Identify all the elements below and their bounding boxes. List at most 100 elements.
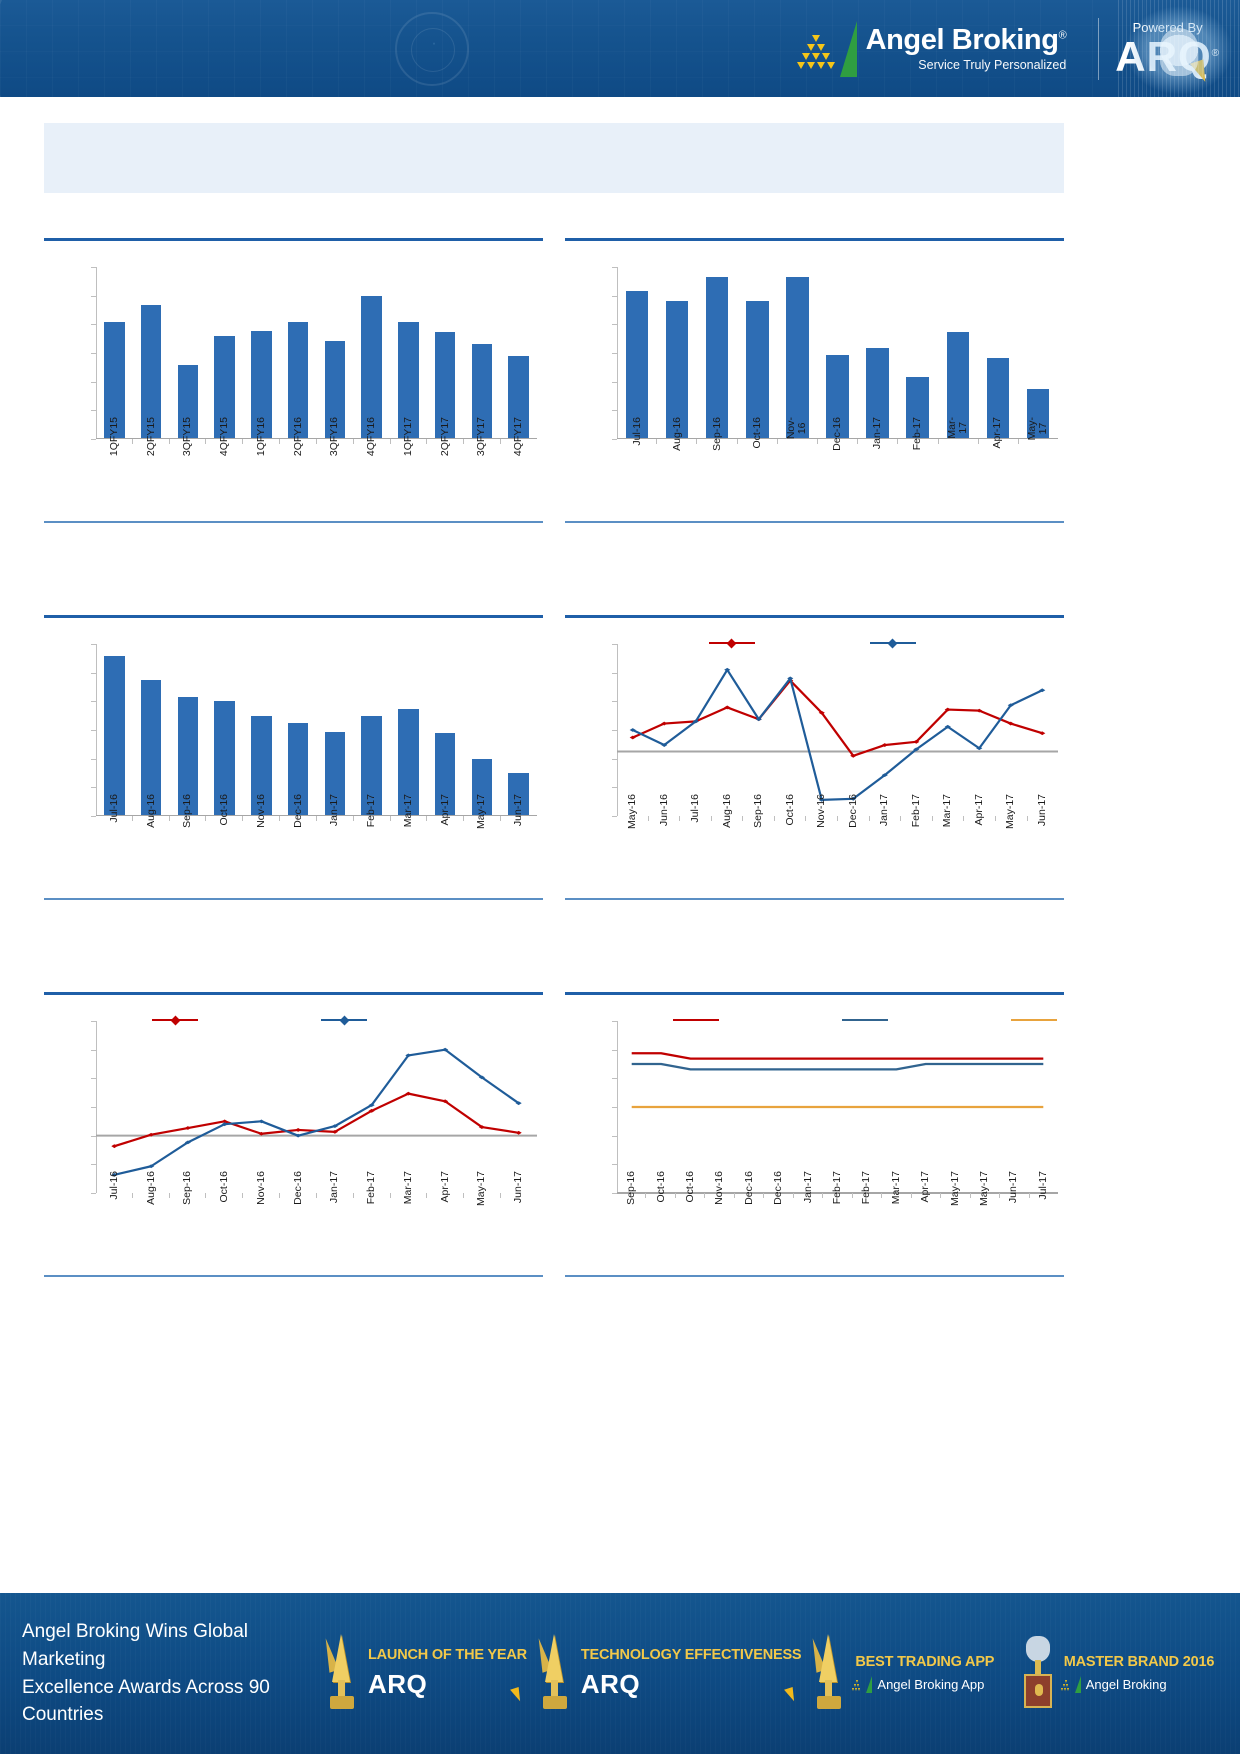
x-axis-label: Dec-16 <box>291 1171 304 1205</box>
bar <box>706 277 729 439</box>
panel-1-y-axis <box>96 267 97 439</box>
x-axis-label: Sep-16 <box>752 794 765 828</box>
bar <box>508 356 529 439</box>
x-axis-label: Apr-17 <box>438 1171 451 1203</box>
y-axis-tick <box>91 816 96 817</box>
x-axis-label: 1QFY15 <box>107 417 120 457</box>
y-axis-tick <box>612 353 617 354</box>
award-subtitle: Angel Broking App <box>852 1676 994 1693</box>
y-axis-tick <box>91 410 96 412</box>
header-circle-motif <box>395 12 469 86</box>
award-badge: LAUNCH OF THE YEAR ARQ <box>318 1632 527 1716</box>
award-arq-wordmark: ARQ <box>368 1669 428 1699</box>
x-axis-label: Jan-17 <box>878 794 891 827</box>
x-axis-label: Dec-16 <box>291 794 304 828</box>
bar-slot <box>317 267 354 439</box>
x-axis-label: Jul-16 <box>107 794 120 823</box>
x-axis-label: May-17 <box>475 794 488 830</box>
bar <box>434 733 456 816</box>
panel-3-bars <box>96 644 537 816</box>
brand-name: Angel Broking <box>865 24 1059 57</box>
arq-swoosh-icon <box>509 1686 523 1704</box>
bar <box>986 358 1010 439</box>
y-axis-tick <box>91 295 96 297</box>
x-axis-label: Jun-17 <box>512 794 525 827</box>
bar <box>398 709 419 816</box>
panel-5-plot-area: Jul-16 Aug-16 Sep-16 Oct-16 Nov-16 Dec-16 Jan-… <box>44 995 543 1233</box>
bar <box>746 301 769 439</box>
x-axis-label: Feb-17 <box>831 1171 844 1205</box>
panel-4: May-16 Jun-16 Jul-16 Aug-16 Sep-16 Oct-16 Nov-… <box>565 615 1064 900</box>
panel-2-top-rule <box>565 238 1064 241</box>
x-axis-label: Aug-16 <box>144 794 157 828</box>
x-axis-label: May-17 <box>475 1171 488 1207</box>
panel-3-x-ticks <box>96 816 537 821</box>
x-axis-label: Dec-16 <box>846 794 859 828</box>
panel-3-plot-area: Jul-16 Aug-16 Sep-16 Oct-16 Nov-16 Dec-16 Jan-… <box>44 618 543 856</box>
bar-slot <box>170 644 207 816</box>
bar <box>508 773 529 816</box>
panel-1-plot-area: 1QFY15 2QFY15 3QFY15 4QFY15 1QFY16 2QFY16 3QFY… <box>44 241 543 479</box>
x-axis-label: 2QFY17 <box>438 417 451 457</box>
bar <box>324 340 346 439</box>
x-axis-label: Sep-16 <box>625 1171 638 1205</box>
bar-slot <box>427 644 464 816</box>
y-axis-tick <box>612 758 617 760</box>
trophy-wing-icon <box>531 1632 575 1716</box>
x-axis-label: Mar-17 <box>941 794 954 828</box>
panel-3-plot <box>91 644 537 821</box>
award-title: LAUNCH OF THE YEAR <box>368 1647 527 1663</box>
y-axis-tick <box>612 730 617 731</box>
bar-slot <box>777 267 817 439</box>
x-axis-label: Mar- 17 <box>945 417 969 439</box>
bar-slot <box>353 644 390 816</box>
panel-6-plot-area: Sep-16 Oct-16 Oct-16 Nov-16 Dec-16 Dec-16 Jan-… <box>565 995 1064 1233</box>
x-axis-label: Apr-17 <box>972 794 985 826</box>
y-axis-tick <box>612 439 617 440</box>
x-axis-label: Mar-17 <box>889 1171 902 1205</box>
x-axis-label: Dec-16 <box>772 1171 785 1205</box>
bar-slot <box>243 644 280 816</box>
panel-1-plot <box>91 267 537 444</box>
bar-slot <box>133 267 170 439</box>
bar <box>826 354 849 439</box>
bar <box>287 322 309 439</box>
y-axis-tick <box>612 1164 617 1166</box>
x-axis-label: Apr-17 <box>919 1171 932 1203</box>
x-axis-label: 4QFY15 <box>218 417 231 457</box>
y-axis-tick <box>612 1049 617 1051</box>
bar <box>177 365 199 439</box>
y-axis-tick <box>612 1107 617 1108</box>
panel-6-bottom-rule <box>565 1275 1064 1277</box>
trophy-wing-icon <box>318 1632 362 1716</box>
x-axis-label: Jan-17 <box>328 1171 341 1204</box>
bar-slot <box>390 267 427 439</box>
panel-4-y-axis <box>617 644 618 816</box>
x-axis-label: Feb-17 <box>909 794 922 828</box>
x-axis-label: Sep-16 <box>181 794 194 828</box>
panel-3: Jul-16 Aug-16 Sep-16 Oct-16 Nov-16 Dec-16 Jan-… <box>44 615 543 900</box>
y-axis-tick <box>612 1078 617 1080</box>
panel-6-top-rule <box>565 992 1064 995</box>
y-axis-tick <box>612 324 617 326</box>
x-axis-label: May-17 <box>1004 794 1017 830</box>
x-axis-label: May-17 <box>978 1171 991 1207</box>
angel-broking-pyramid-logo-icon <box>1060 1676 1081 1693</box>
y-axis-tick <box>91 1135 96 1137</box>
x-axis-label: May- 17 <box>1025 417 1049 441</box>
panel-5-bottom-rule <box>44 1275 543 1277</box>
award-badge: TECHNOLOGY EFFECTIVENESS ARQ <box>531 1632 802 1716</box>
footer-award-badges: LAUNCH OF THE YEAR ARQ TECHNOLOGY EFFECTIV… <box>318 1632 1218 1716</box>
panel-4-bottom-rule <box>565 898 1064 900</box>
award-subtitle: ARQ <box>368 1669 527 1704</box>
y-axis-tick <box>612 672 617 674</box>
y-axis-tick <box>91 1078 96 1080</box>
x-axis-label: Nov-16 <box>713 1171 726 1205</box>
header-banner: Angel Broking® Service Truly Personalize… <box>0 0 1240 97</box>
bar <box>1026 389 1050 439</box>
award-badge: BEST TRADING APP Angel Broking App <box>806 1632 1009 1716</box>
bar <box>866 347 889 439</box>
panel-3-top-rule <box>44 615 543 618</box>
award-subtitle: Angel Broking <box>1060 1676 1215 1693</box>
bar <box>104 656 125 816</box>
